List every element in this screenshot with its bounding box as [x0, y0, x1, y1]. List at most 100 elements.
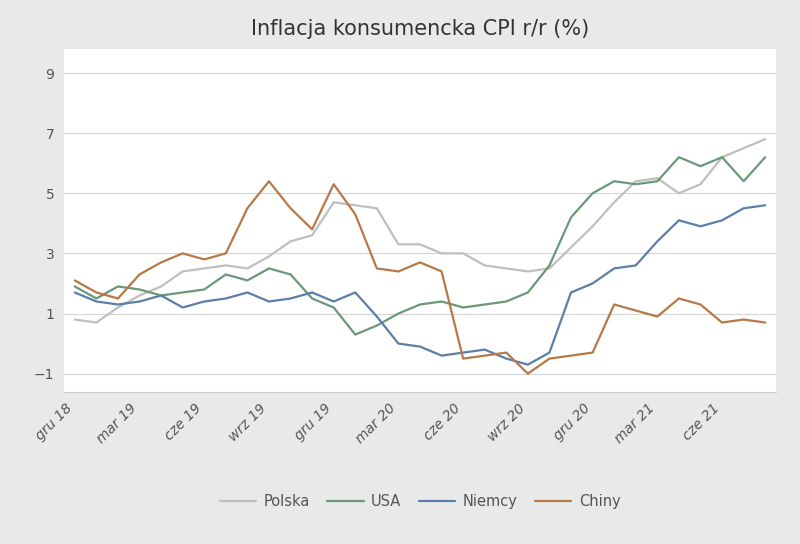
- USA: [350, 331, 360, 338]
- Niemcy: [70, 289, 79, 296]
- Chiny: [199, 256, 209, 263]
- Polska: [415, 241, 425, 248]
- Chiny: [264, 178, 274, 184]
- USA: [588, 190, 598, 196]
- Niemcy: [286, 295, 295, 302]
- Niemcy: [134, 298, 144, 305]
- Niemcy: [718, 217, 727, 224]
- Niemcy: [545, 349, 554, 356]
- Polska: [70, 316, 79, 323]
- Polska: [739, 145, 749, 151]
- Niemcy: [394, 341, 403, 347]
- Chiny: [286, 205, 295, 212]
- Chiny: [156, 259, 166, 265]
- Polska: [631, 178, 641, 184]
- USA: [696, 163, 706, 170]
- Polska: [674, 190, 684, 196]
- Chiny: [437, 268, 446, 275]
- Niemcy: [221, 295, 230, 302]
- Polska: [178, 268, 187, 275]
- USA: [761, 154, 770, 160]
- USA: [242, 277, 252, 284]
- Chiny: [566, 353, 576, 359]
- USA: [264, 265, 274, 271]
- Niemcy: [761, 202, 770, 208]
- Line: Niemcy: Niemcy: [74, 205, 766, 364]
- Polska: [221, 262, 230, 269]
- Niemcy: [739, 205, 749, 212]
- Chiny: [674, 295, 684, 302]
- Polska: [502, 265, 511, 271]
- Polska: [718, 154, 727, 160]
- USA: [437, 298, 446, 305]
- Polska: [610, 199, 619, 206]
- Polska: [437, 250, 446, 257]
- Chiny: [502, 349, 511, 356]
- Polska: [156, 283, 166, 290]
- Chiny: [350, 211, 360, 218]
- Niemcy: [502, 355, 511, 362]
- Polska: [350, 202, 360, 208]
- Niemcy: [610, 265, 619, 271]
- USA: [286, 271, 295, 277]
- Niemcy: [156, 292, 166, 299]
- USA: [329, 304, 338, 311]
- Chiny: [307, 226, 317, 233]
- Niemcy: [113, 301, 122, 308]
- Chiny: [221, 250, 230, 257]
- Niemcy: [437, 353, 446, 359]
- Polska: [394, 241, 403, 248]
- Chiny: [631, 307, 641, 314]
- Polska: [545, 265, 554, 271]
- Niemcy: [588, 280, 598, 287]
- Chiny: [545, 355, 554, 362]
- Chiny: [739, 316, 749, 323]
- Chiny: [113, 295, 122, 302]
- Chiny: [178, 250, 187, 257]
- USA: [415, 301, 425, 308]
- USA: [458, 304, 468, 311]
- USA: [372, 322, 382, 329]
- Niemcy: [372, 313, 382, 320]
- USA: [523, 289, 533, 296]
- Niemcy: [178, 304, 187, 311]
- Polska: [566, 244, 576, 251]
- Niemcy: [91, 298, 101, 305]
- Polska: [91, 319, 101, 326]
- Chiny: [394, 268, 403, 275]
- USA: [113, 283, 122, 290]
- USA: [739, 178, 749, 184]
- Polska: [696, 181, 706, 188]
- Chiny: [329, 181, 338, 188]
- USA: [91, 295, 101, 302]
- USA: [156, 292, 166, 299]
- Chiny: [91, 289, 101, 296]
- Chiny: [696, 301, 706, 308]
- Polska: [286, 238, 295, 245]
- USA: [307, 295, 317, 302]
- Niemcy: [415, 343, 425, 350]
- Polska: [264, 253, 274, 259]
- Niemcy: [566, 289, 576, 296]
- Niemcy: [523, 361, 533, 368]
- USA: [70, 283, 79, 290]
- Chiny: [134, 271, 144, 277]
- Polska: [458, 250, 468, 257]
- USA: [502, 298, 511, 305]
- Niemcy: [350, 289, 360, 296]
- Polska: [372, 205, 382, 212]
- Niemcy: [329, 298, 338, 305]
- Polska: [242, 265, 252, 271]
- Polska: [113, 304, 122, 311]
- USA: [545, 262, 554, 269]
- Line: USA: USA: [74, 157, 766, 335]
- USA: [631, 181, 641, 188]
- Chiny: [70, 277, 79, 284]
- USA: [134, 286, 144, 293]
- Legend: Polska, USA, Niemcy, Chiny: Polska, USA, Niemcy, Chiny: [214, 488, 626, 515]
- Chiny: [718, 319, 727, 326]
- Chiny: [372, 265, 382, 271]
- USA: [199, 286, 209, 293]
- Polska: [480, 262, 490, 269]
- USA: [394, 310, 403, 317]
